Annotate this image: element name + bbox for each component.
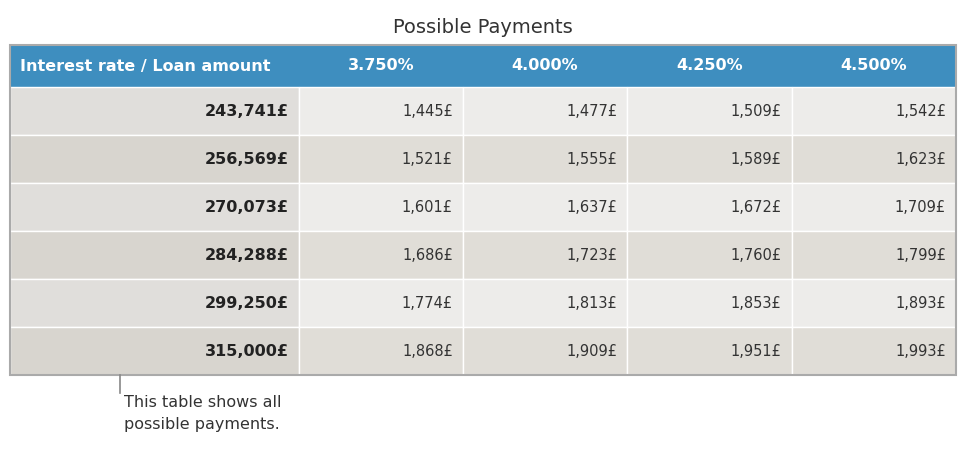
Bar [791, 327, 956, 375]
Bar [463, 45, 627, 87]
Text: 1,672£: 1,672£ [730, 199, 781, 215]
Text: 1,686£: 1,686£ [402, 248, 453, 262]
Bar [627, 279, 791, 327]
Bar [627, 135, 791, 183]
Text: 1,799£: 1,799£ [895, 248, 946, 262]
Text: 1,445£: 1,445£ [402, 103, 453, 119]
Bar [298, 87, 463, 135]
Bar [463, 231, 627, 279]
Text: 4.000%: 4.000% [512, 59, 579, 73]
Text: 1,993£: 1,993£ [895, 344, 946, 358]
Text: 315,000£: 315,000£ [205, 344, 289, 358]
Text: 243,741£: 243,741£ [205, 103, 289, 119]
Text: 1,893£: 1,893£ [895, 296, 946, 310]
Bar [298, 45, 463, 87]
Bar [10, 45, 956, 375]
Text: 1,853£: 1,853£ [731, 296, 781, 310]
Text: Possible Payments: Possible Payments [393, 18, 573, 37]
Bar [10, 183, 298, 231]
Text: 1,637£: 1,637£ [566, 199, 617, 215]
Bar [627, 87, 791, 135]
Text: 284,288£: 284,288£ [205, 248, 289, 262]
Bar [298, 231, 463, 279]
Text: 1,542£: 1,542£ [895, 103, 946, 119]
Bar [627, 327, 791, 375]
Text: 1,709£: 1,709£ [895, 199, 946, 215]
Text: 1,951£: 1,951£ [730, 344, 781, 358]
Text: 1,521£: 1,521£ [402, 151, 453, 167]
Text: 4.500%: 4.500% [840, 59, 907, 73]
Text: 1,477£: 1,477£ [566, 103, 617, 119]
Text: 1,509£: 1,509£ [730, 103, 781, 119]
Bar [627, 45, 791, 87]
Bar [298, 135, 463, 183]
Bar [791, 183, 956, 231]
Text: This table shows all
possible payments.: This table shows all possible payments. [124, 395, 281, 432]
Text: 1,601£: 1,601£ [402, 199, 453, 215]
Text: 1,623£: 1,623£ [895, 151, 946, 167]
Bar [298, 279, 463, 327]
Text: 256,569£: 256,569£ [205, 151, 289, 167]
Text: 1,813£: 1,813£ [566, 296, 617, 310]
Bar [791, 279, 956, 327]
Text: 1,868£: 1,868£ [402, 344, 453, 358]
Text: 1,589£: 1,589£ [730, 151, 781, 167]
Bar [10, 279, 298, 327]
Bar [627, 231, 791, 279]
Bar [463, 327, 627, 375]
Text: 299,250£: 299,250£ [205, 296, 289, 310]
Bar [791, 87, 956, 135]
Bar [463, 183, 627, 231]
Text: Interest rate / Loan amount: Interest rate / Loan amount [20, 59, 270, 73]
Text: 270,073£: 270,073£ [205, 199, 289, 215]
Bar [463, 87, 627, 135]
Bar [791, 45, 956, 87]
Bar [10, 45, 298, 87]
Bar [463, 135, 627, 183]
Bar [10, 327, 298, 375]
Text: 1,909£: 1,909£ [566, 344, 617, 358]
Bar [298, 327, 463, 375]
Bar [10, 87, 298, 135]
Text: 3.750%: 3.750% [348, 59, 414, 73]
Bar [10, 231, 298, 279]
Text: 4.250%: 4.250% [676, 59, 743, 73]
Text: 1,555£: 1,555£ [566, 151, 617, 167]
Text: 1,760£: 1,760£ [730, 248, 781, 262]
Text: 1,774£: 1,774£ [402, 296, 453, 310]
Bar [10, 135, 298, 183]
Bar [791, 231, 956, 279]
Text: 1,723£: 1,723£ [566, 248, 617, 262]
Bar [298, 183, 463, 231]
Bar [627, 183, 791, 231]
Bar [791, 135, 956, 183]
Bar [463, 279, 627, 327]
